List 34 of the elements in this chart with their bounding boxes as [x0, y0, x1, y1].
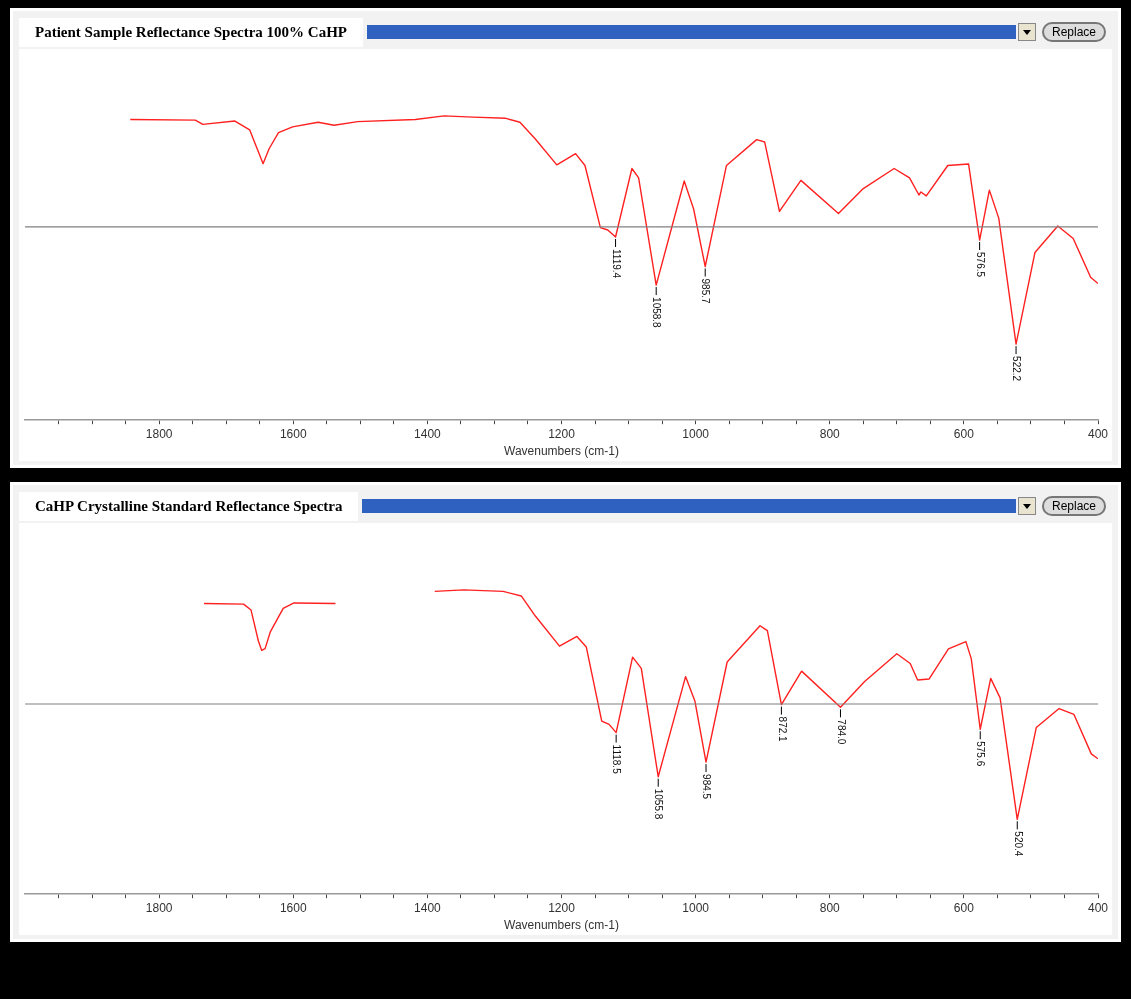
annotation: 575.6	[975, 741, 987, 767]
x-tick-label: 400	[1087, 900, 1109, 915]
annotation: 576.5	[974, 252, 986, 278]
x-tick-label: 1800	[145, 426, 173, 441]
annotation: 1119.4	[610, 248, 622, 279]
x-tick-label: 1400	[414, 426, 442, 441]
x-tick-label: 800	[819, 426, 841, 441]
x-tick-label: 1600	[279, 426, 307, 441]
annotation: 1055.8	[653, 788, 665, 820]
x-tick-label: 1400	[414, 900, 442, 915]
text: Replace	[1041, 496, 1106, 516]
chart-title: Patient Sample Reflectance Spectra 100% CaHP	[19, 17, 364, 47]
x-tick-label: 1000	[682, 426, 710, 441]
annotation: 520.4	[1012, 831, 1024, 857]
annotation: 784.0	[835, 719, 847, 745]
x-tick-label: 1000	[682, 900, 710, 915]
x-tick-label: 1200	[548, 426, 576, 441]
x-tick-label: 600	[953, 900, 975, 915]
x-axis-title: Wavenumbers (cm-1)	[504, 918, 619, 933]
x-tick-label: 1200	[548, 900, 576, 915]
x-tick-label: 800	[819, 900, 841, 915]
annotation: 1118.5	[611, 744, 623, 775]
text: Replace	[1041, 22, 1106, 42]
chart-title: CaHP Crystalline Standard Reflectance Spectra	[19, 491, 359, 521]
annotation: 1058.8	[651, 297, 663, 329]
x-tick-label: 1800	[145, 900, 173, 915]
x-tick-label: 400	[1087, 426, 1109, 441]
annotation: 872.1	[776, 716, 788, 743]
annotation: 984.5	[701, 774, 713, 800]
x-tick-label: 600	[953, 426, 975, 441]
annotation: 985.7	[700, 278, 712, 304]
x-axis-title: Wavenumbers (cm-1)	[504, 444, 619, 459]
x-tick-label: 1600	[279, 900, 307, 915]
annotation: 522.2	[1011, 356, 1023, 382]
